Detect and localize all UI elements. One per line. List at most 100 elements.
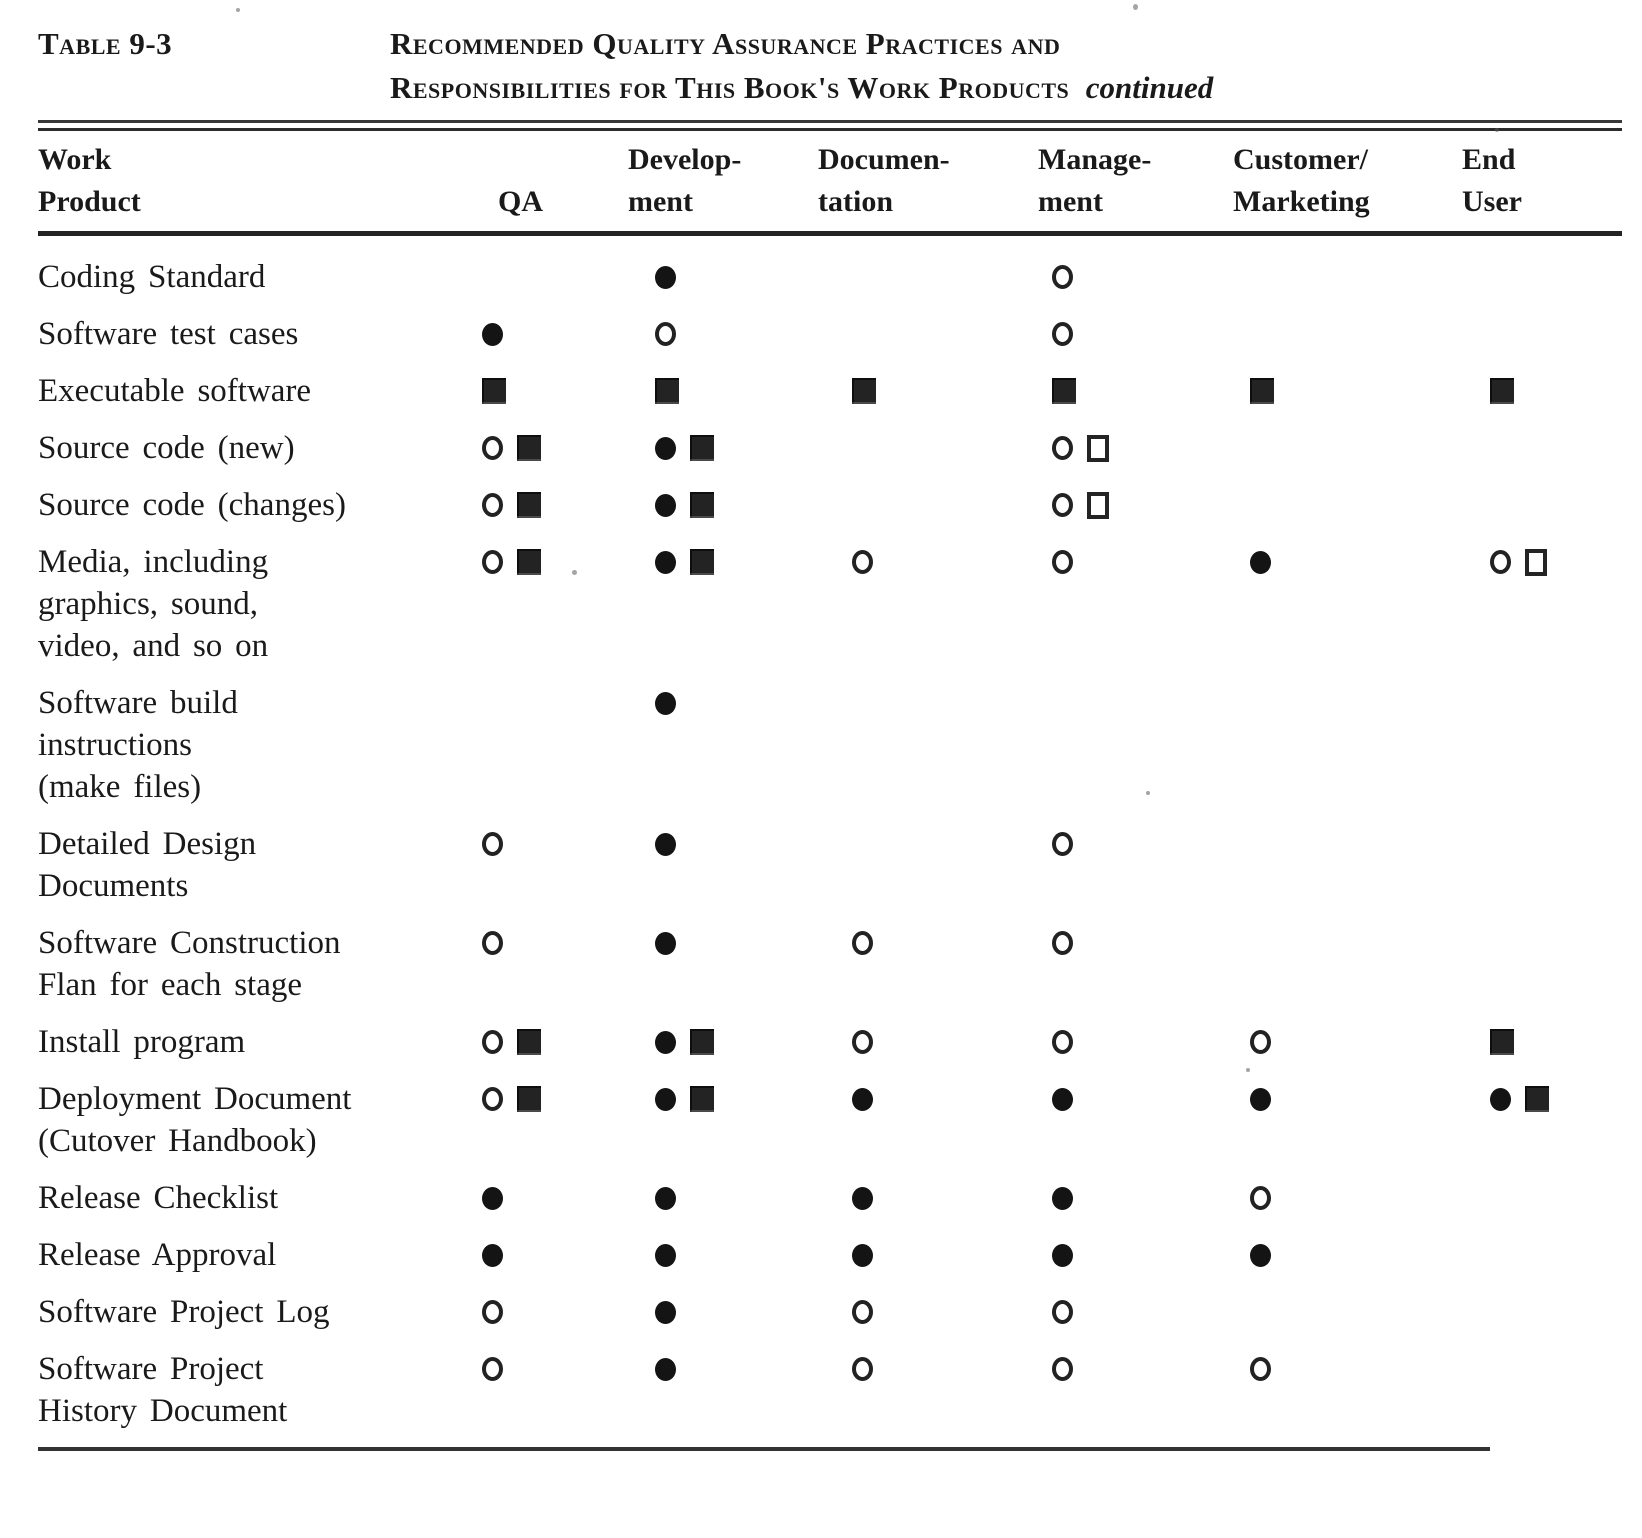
table-row: Media, including graphics, sound, video, a… <box>38 541 1622 667</box>
cell-customer-marketing <box>1215 1078 1390 1120</box>
table-row: Install program <box>38 1021 1622 1063</box>
cell-qa <box>470 682 620 724</box>
header-rule <box>38 231 1622 236</box>
cell-customer-marketing <box>1215 1234 1390 1276</box>
cell-documentation <box>800 1348 1020 1390</box>
open-circle-icon <box>852 1357 873 1381</box>
cell-qa <box>470 1234 620 1276</box>
cell-development <box>620 1021 800 1063</box>
filled-square-icon <box>1250 378 1274 404</box>
open-circle-icon <box>1052 1300 1073 1324</box>
work-product-label: Source code (changes) <box>38 484 470 526</box>
table-row: Release Approval <box>38 1234 1622 1276</box>
cell-qa <box>470 1078 620 1120</box>
column-header-text: Documen- <box>818 143 950 176</box>
work-product-label-line: Software build <box>38 685 238 721</box>
cell-customer-marketing <box>1215 484 1390 526</box>
open-circle-icon <box>1052 1030 1073 1054</box>
open-circle-icon <box>482 1087 503 1111</box>
work-product-label-line: Release Checklist <box>38 1180 279 1216</box>
column-header-text: ment <box>628 185 693 218</box>
work-product-label: Software build instructions (make files) <box>38 682 470 808</box>
cell-documentation <box>800 1078 1020 1120</box>
cell-management <box>1020 256 1215 298</box>
cell-management <box>1020 1021 1215 1063</box>
open-circle-icon <box>852 550 873 574</box>
open-circle-icon <box>852 931 873 955</box>
cell-development <box>620 256 800 298</box>
open-circle-icon <box>482 1300 503 1324</box>
cell-end-user <box>1390 370 1622 412</box>
scan-speckle <box>1246 1068 1250 1072</box>
open-circle-icon <box>1250 1357 1271 1381</box>
filled-circle-icon <box>655 1243 676 1267</box>
work-product-label-line: Source code (changes) <box>38 487 346 523</box>
filled-circle-icon <box>655 550 676 574</box>
cell-management <box>1020 682 1215 724</box>
filled-circle-icon <box>1052 1087 1073 1111</box>
cell-documentation <box>800 1177 1020 1219</box>
filled-square-icon <box>517 1029 541 1055</box>
cell-qa <box>470 541 620 583</box>
cell-qa <box>470 1291 620 1333</box>
table-title-line-2: Responsibilities for This Book's Work Pr… <box>390 66 1213 110</box>
cell-customer-marketing <box>1215 370 1390 412</box>
open-square-icon <box>1087 434 1109 462</box>
filled-circle-icon <box>852 1186 873 1210</box>
filled-circle-icon <box>655 1357 676 1381</box>
column-header-qa: QA <box>470 139 620 223</box>
cell-management <box>1020 427 1215 469</box>
column-header-text: End <box>1462 143 1516 176</box>
scan-speckle <box>1146 791 1150 795</box>
table-body: Coding Standard Software test cases Execut… <box>38 256 1622 1432</box>
work-product-label-line: Software Project <box>38 1351 264 1387</box>
filled-circle-icon <box>655 832 676 856</box>
table-row: Source code (new) <box>38 427 1622 469</box>
work-product-label-line: video, and so on <box>38 628 269 664</box>
open-circle-icon <box>1490 550 1511 574</box>
column-header-text: Customer/ <box>1233 143 1368 176</box>
work-product-label: Source code (new) <box>38 427 470 469</box>
work-product-label-line: Release Approval <box>38 1237 277 1273</box>
cell-development <box>620 1177 800 1219</box>
filled-square-icon <box>690 549 714 575</box>
bottom-rule <box>38 1447 1490 1451</box>
work-product-label-line: Source code (new) <box>38 430 295 466</box>
cell-documentation <box>800 1291 1020 1333</box>
cell-management <box>1020 922 1215 964</box>
cell-documentation <box>800 256 1020 298</box>
filled-circle-icon <box>655 265 676 289</box>
cell-end-user <box>1390 922 1622 964</box>
open-square-icon <box>1087 491 1109 519</box>
filled-square-icon <box>690 492 714 518</box>
column-header-text: Develop- <box>628 143 742 176</box>
table-row: Source code (changes) <box>38 484 1622 526</box>
cell-documentation <box>800 1234 1020 1276</box>
cell-customer-marketing <box>1215 1291 1390 1333</box>
cell-development <box>620 427 800 469</box>
cell-qa <box>470 370 620 412</box>
open-circle-icon <box>655 322 676 346</box>
column-header-text: Manage- <box>1038 143 1152 176</box>
column-header-customer-marketing: Customer/Marketing <box>1215 139 1390 223</box>
work-product-label: Software Project Log <box>38 1291 470 1333</box>
filled-square-icon <box>517 435 541 461</box>
cell-customer-marketing <box>1215 541 1390 583</box>
cell-development <box>620 541 800 583</box>
cell-documentation <box>800 1021 1020 1063</box>
cell-end-user <box>1390 313 1622 355</box>
filled-square-icon <box>690 1029 714 1055</box>
cell-management <box>1020 313 1215 355</box>
work-product-label-line: (Cutover Handbook) <box>38 1123 317 1159</box>
filled-circle-icon <box>1250 1087 1271 1111</box>
filled-circle-icon <box>655 493 676 517</box>
table-row: Software Construction Flan for each stage <box>38 922 1622 1006</box>
open-circle-icon <box>1052 436 1073 460</box>
work-product-label: Software Construction Flan for each stage <box>38 922 470 1006</box>
filled-circle-icon <box>482 1243 503 1267</box>
cell-qa <box>470 922 620 964</box>
open-circle-icon <box>482 832 503 856</box>
filled-square-icon <box>517 549 541 575</box>
cell-development <box>620 484 800 526</box>
